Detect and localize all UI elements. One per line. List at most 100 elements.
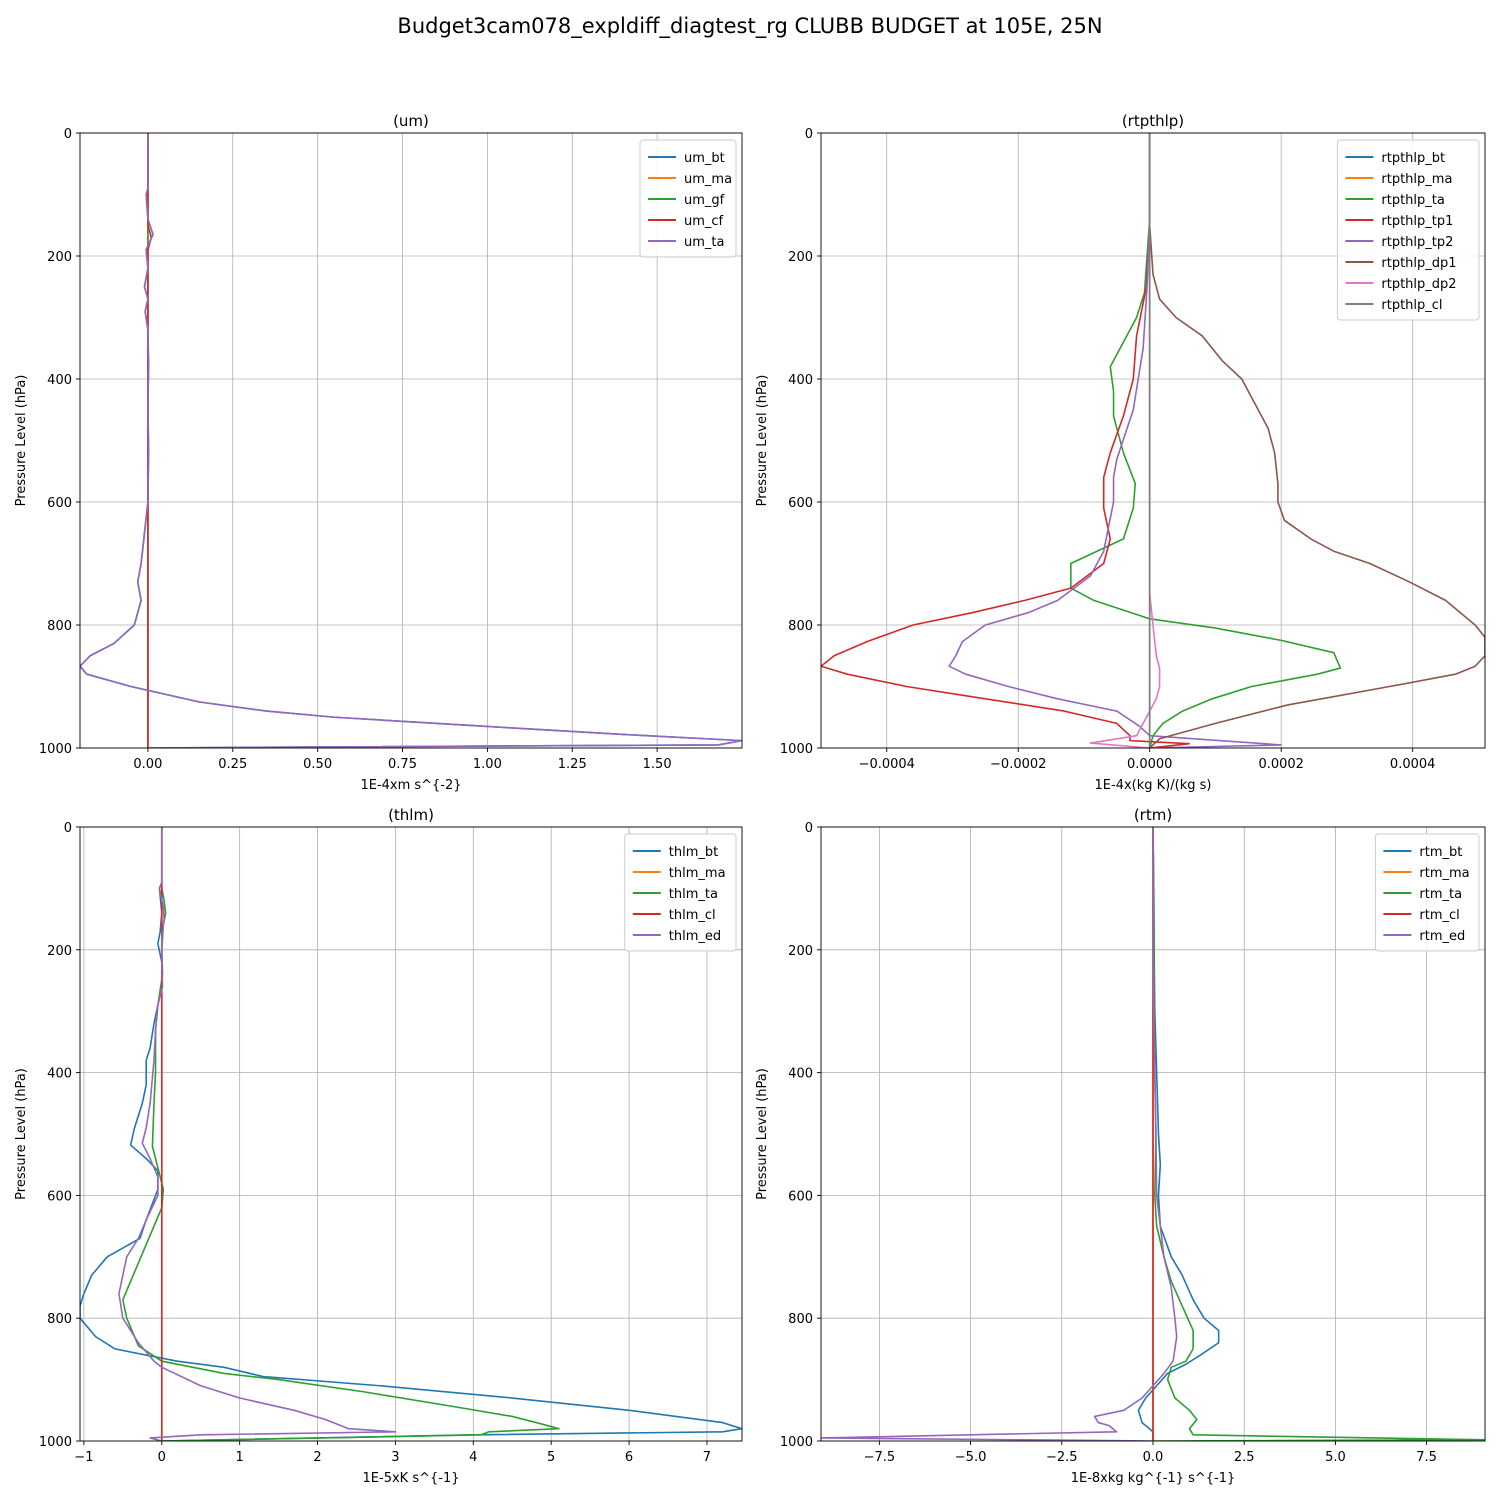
- y-tick-label: 600: [788, 496, 813, 511]
- x-tick-label: 0.75: [388, 757, 417, 772]
- legend-entry: um_gf: [684, 193, 725, 208]
- legend-entry: rtm_ed: [1419, 929, 1465, 944]
- x-tick-label: 4: [469, 1450, 477, 1465]
- y-tick-label: 1000: [780, 1435, 813, 1450]
- legend-entry: rtm_cl: [1419, 908, 1459, 923]
- series-line-rtpthlp_dp2: [1089, 133, 1161, 748]
- series-line-rtm_ed: [821, 827, 1178, 1441]
- x-tick-label: −1: [74, 1450, 93, 1465]
- y-tick-label: 1000: [39, 1435, 72, 1450]
- series-line-um_ta: [80, 133, 742, 748]
- series-line-rtpthlp_dp1: [1148, 133, 1485, 748]
- axes-frame: [820, 132, 1486, 749]
- legend-entry: rtpthlp_ta: [1381, 193, 1444, 208]
- legend-entry: rtpthlp_ma: [1381, 172, 1452, 187]
- legend-entry: thlm_cl: [669, 908, 716, 923]
- y-tick-label: 0: [64, 821, 72, 836]
- x-tick-label: −7.5: [864, 1450, 896, 1465]
- x-tick-label: 0.0004: [1390, 757, 1436, 772]
- series-line-rtpthlp_tp1: [821, 133, 1190, 748]
- subplot-2: −0.0004 −0.0002 0.0000 0.0002 0.0004 0 200 400 6…: [755, 112, 1486, 793]
- legend-entry: um_ta: [684, 235, 724, 250]
- y-tick-label: 600: [788, 1189, 813, 1204]
- axes-frame: [79, 826, 743, 1442]
- y-axis-label: Pressure Level (hPa): [14, 1068, 29, 1200]
- x-axis-label: 1E-4x(kg K)/(kg s): [1095, 778, 1212, 793]
- subplot-1: 0.00 0.25 0.50 0.75 1.00 1.25 1.50 0 200 400 600 80…: [14, 112, 743, 793]
- x-axis-label: 1E-5xK s^{-1}: [363, 1471, 460, 1486]
- legend-box: [624, 833, 737, 952]
- legend-entry: rtpthlp_tp2: [1381, 235, 1453, 250]
- x-tick-label: 1.50: [643, 757, 672, 772]
- x-tick-label: −5.0: [955, 1450, 987, 1465]
- x-tick-label: 3: [391, 1450, 399, 1465]
- legend-entry: um_cf: [684, 214, 724, 229]
- x-tick-label: 1: [236, 1450, 244, 1465]
- legend: thlm_bt thlm_ma thlm_ta thlm_cl thlm_ed: [624, 833, 737, 952]
- legend-entry: rtpthlp_bt: [1381, 151, 1445, 166]
- y-tick-label: 200: [47, 944, 72, 959]
- x-tick-label: 0: [158, 1450, 166, 1465]
- x-tick-label: 0.00: [133, 757, 162, 772]
- x-tick-label: 0.50: [303, 757, 332, 772]
- x-axis-label: 1E-4xm s^{-2}: [360, 778, 461, 793]
- series-line-thlm_ta: [122, 827, 560, 1441]
- legend-entry: rtpthlp_cl: [1381, 298, 1442, 313]
- x-tick-label: 5.0: [1325, 1450, 1346, 1465]
- y-axis-label: Pressure Level (hPa): [14, 375, 29, 507]
- x-tick-label: −2.5: [1046, 1450, 1078, 1465]
- x-tick-label: 6: [625, 1450, 633, 1465]
- y-tick-label: 600: [47, 1189, 72, 1204]
- subplot-3: −1 0 1 2 3 4 5 6 7 0 200 400 600 800 1000 (thlm) 1E-5xK …: [14, 806, 743, 1486]
- axes-frame: [79, 132, 743, 749]
- x-tick-label: 1.25: [558, 757, 587, 772]
- y-axis-label: Pressure Level (hPa): [755, 1068, 770, 1200]
- x-tick-label: 0.25: [218, 757, 247, 772]
- x-axis-label: 1E-8xkg kg^{-1} s^{-1}: [1071, 1471, 1236, 1486]
- x-tick-label: 7: [703, 1450, 711, 1465]
- y-tick-label: 800: [788, 619, 813, 634]
- legend: rtpthlp_bt rtpthlp_ma rtpthlp_ta rtpthlp_tp…: [1336, 139, 1480, 321]
- y-tick-label: 0: [805, 127, 813, 142]
- legend-entry: rtm_bt: [1419, 845, 1462, 860]
- y-tick-label: 600: [47, 496, 72, 511]
- legend-entry: um_bt: [684, 151, 725, 166]
- y-tick-label: 400: [47, 1067, 72, 1082]
- legend-entry: rtpthlp_dp2: [1381, 277, 1456, 292]
- y-tick-label: 400: [788, 1067, 813, 1082]
- legend-entry: thlm_ma: [669, 866, 726, 881]
- x-tick-label: −0.0002: [990, 757, 1046, 772]
- legend-entry: rtpthlp_tp1: [1381, 214, 1453, 229]
- y-tick-label: 200: [47, 250, 72, 265]
- legend-entry: rtm_ta: [1419, 887, 1462, 902]
- x-tick-label: 2.5: [1234, 1450, 1255, 1465]
- x-tick-label: 2: [313, 1450, 321, 1465]
- subplot-title: (thlm): [388, 806, 434, 824]
- y-tick-label: 0: [64, 127, 72, 142]
- y-tick-label: 400: [47, 373, 72, 388]
- series-line-rtm_bt: [1137, 827, 1220, 1441]
- y-axis-label: Pressure Level (hPa): [755, 375, 770, 507]
- legend-box: [639, 139, 737, 258]
- y-tick-label: 800: [47, 1312, 72, 1327]
- y-tick-label: 800: [788, 1312, 813, 1327]
- y-tick-label: 200: [788, 250, 813, 265]
- x-tick-label: 0.0: [1143, 1450, 1164, 1465]
- figure-title: Budget3cam078_expldiff_diagtest_rg CLUBB…: [397, 14, 1103, 38]
- legend-entry: thlm_bt: [669, 845, 718, 860]
- y-tick-label: 400: [788, 373, 813, 388]
- x-tick-label: 1.00: [473, 757, 502, 772]
- legend-entry: thlm_ed: [669, 929, 721, 944]
- y-tick-label: 1000: [780, 742, 813, 757]
- x-tick-label: −0.0004: [859, 757, 915, 772]
- subplot-title: (um): [393, 112, 429, 130]
- legend-box: [1374, 833, 1480, 952]
- legend-entry: thlm_ta: [669, 887, 718, 902]
- x-tick-label: 0.0000: [1127, 757, 1173, 772]
- series-line-rtpthlp_ta: [1070, 133, 1342, 748]
- x-tick-label: 5: [547, 1450, 555, 1465]
- subplot-4: −7.5 −5.0 −2.5 0.0 2.5 5.0 7.5 0 200 400 600 800 100…: [755, 806, 1486, 1486]
- subplot-title: (rtm): [1134, 806, 1172, 824]
- y-tick-label: 0: [805, 821, 813, 836]
